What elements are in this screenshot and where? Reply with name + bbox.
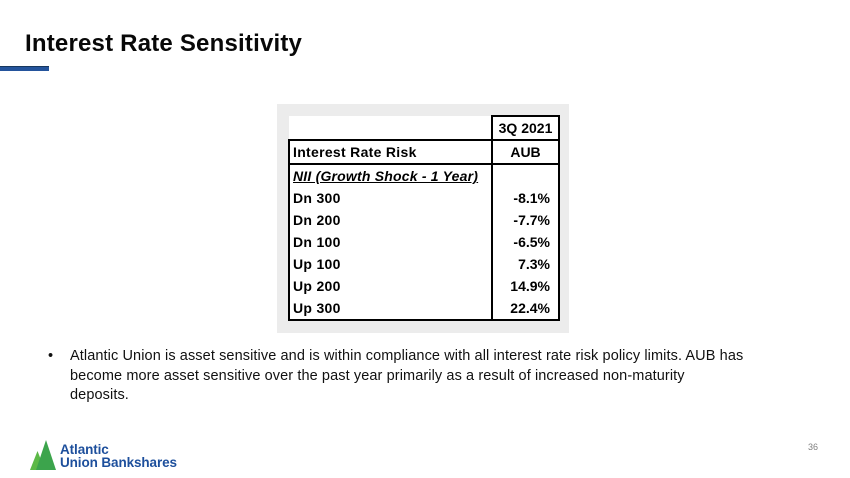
scenario-value-cell: 22.4% (491, 297, 560, 321)
scenario-value-cell: -6.5% (491, 231, 560, 253)
scenario-label-cell: Dn 300 (288, 187, 492, 209)
scenario-value-cell: 7.3% (491, 253, 560, 275)
table-row: Dn 100 -6.5% (288, 231, 560, 253)
table-row: Up 100 7.3% (288, 253, 560, 275)
column-header-cell: AUB (491, 140, 560, 165)
mountain-peaks-icon (30, 440, 56, 470)
bullet-marker: • (48, 348, 54, 364)
scenario-label-cell: Up 100 (288, 253, 492, 275)
table-row: Dn 300 -8.1% (288, 187, 560, 209)
scenario-label-cell: Up 300 (288, 297, 492, 321)
table-row-section: NII (Growth Shock - 1 Year) (288, 164, 560, 187)
title-accent-bar (0, 66, 49, 71)
bullet-paragraph: • Atlantic Union is asset sensitive and … (48, 347, 743, 406)
bullet-text-line: deposits. (70, 387, 129, 403)
scenario-label-cell: Dn 100 (288, 231, 492, 253)
table-row: Up 200 14.9% (288, 275, 560, 297)
page-title: Interest Rate Sensitivity (25, 30, 303, 57)
bullet-text-line: Atlantic Union is asset sensitive and is… (70, 348, 744, 364)
table-row: Up 300 22.4% (288, 297, 560, 321)
section-label-cell: NII (Growth Shock - 1 Year) (288, 164, 492, 187)
blank-cell (289, 116, 492, 140)
logo-wordmark: Atlantic Union Bankshares (60, 443, 177, 470)
period-header-cell: 3Q 2021 (491, 115, 560, 141)
scenario-label-cell: Up 200 (288, 275, 492, 297)
atlantic-union-bankshares-logo: Atlantic Union Bankshares (30, 440, 177, 470)
scenario-value-cell: -8.1% (491, 187, 560, 209)
logo-line-2: Union Bankshares (60, 455, 177, 470)
page-number: 36 (808, 442, 819, 452)
table-row-column-headers: Interest Rate Risk AUB (288, 139, 560, 165)
scenario-value-cell: 14.9% (491, 275, 560, 297)
table-row: Dn 200 -7.7% (288, 209, 560, 231)
logo-line-1: Atlantic (60, 442, 109, 457)
section-value-cell (491, 164, 560, 187)
bullet-text: Atlantic Union is asset sensitive and is… (70, 347, 743, 406)
interest-rate-risk-table: 3Q 2021 Interest Rate Risk AUB NII (Grow… (288, 115, 560, 321)
table-row-period-header: 3Q 2021 (289, 115, 560, 141)
scenario-label-cell: Dn 200 (288, 209, 492, 231)
row-header-cell: Interest Rate Risk (288, 139, 492, 165)
bullet-text-line: become more asset sensitive over the pas… (70, 367, 685, 384)
scenario-value-cell: -7.7% (491, 209, 560, 231)
interest-rate-table-panel: 3Q 2021 Interest Rate Risk AUB NII (Grow… (277, 104, 569, 333)
